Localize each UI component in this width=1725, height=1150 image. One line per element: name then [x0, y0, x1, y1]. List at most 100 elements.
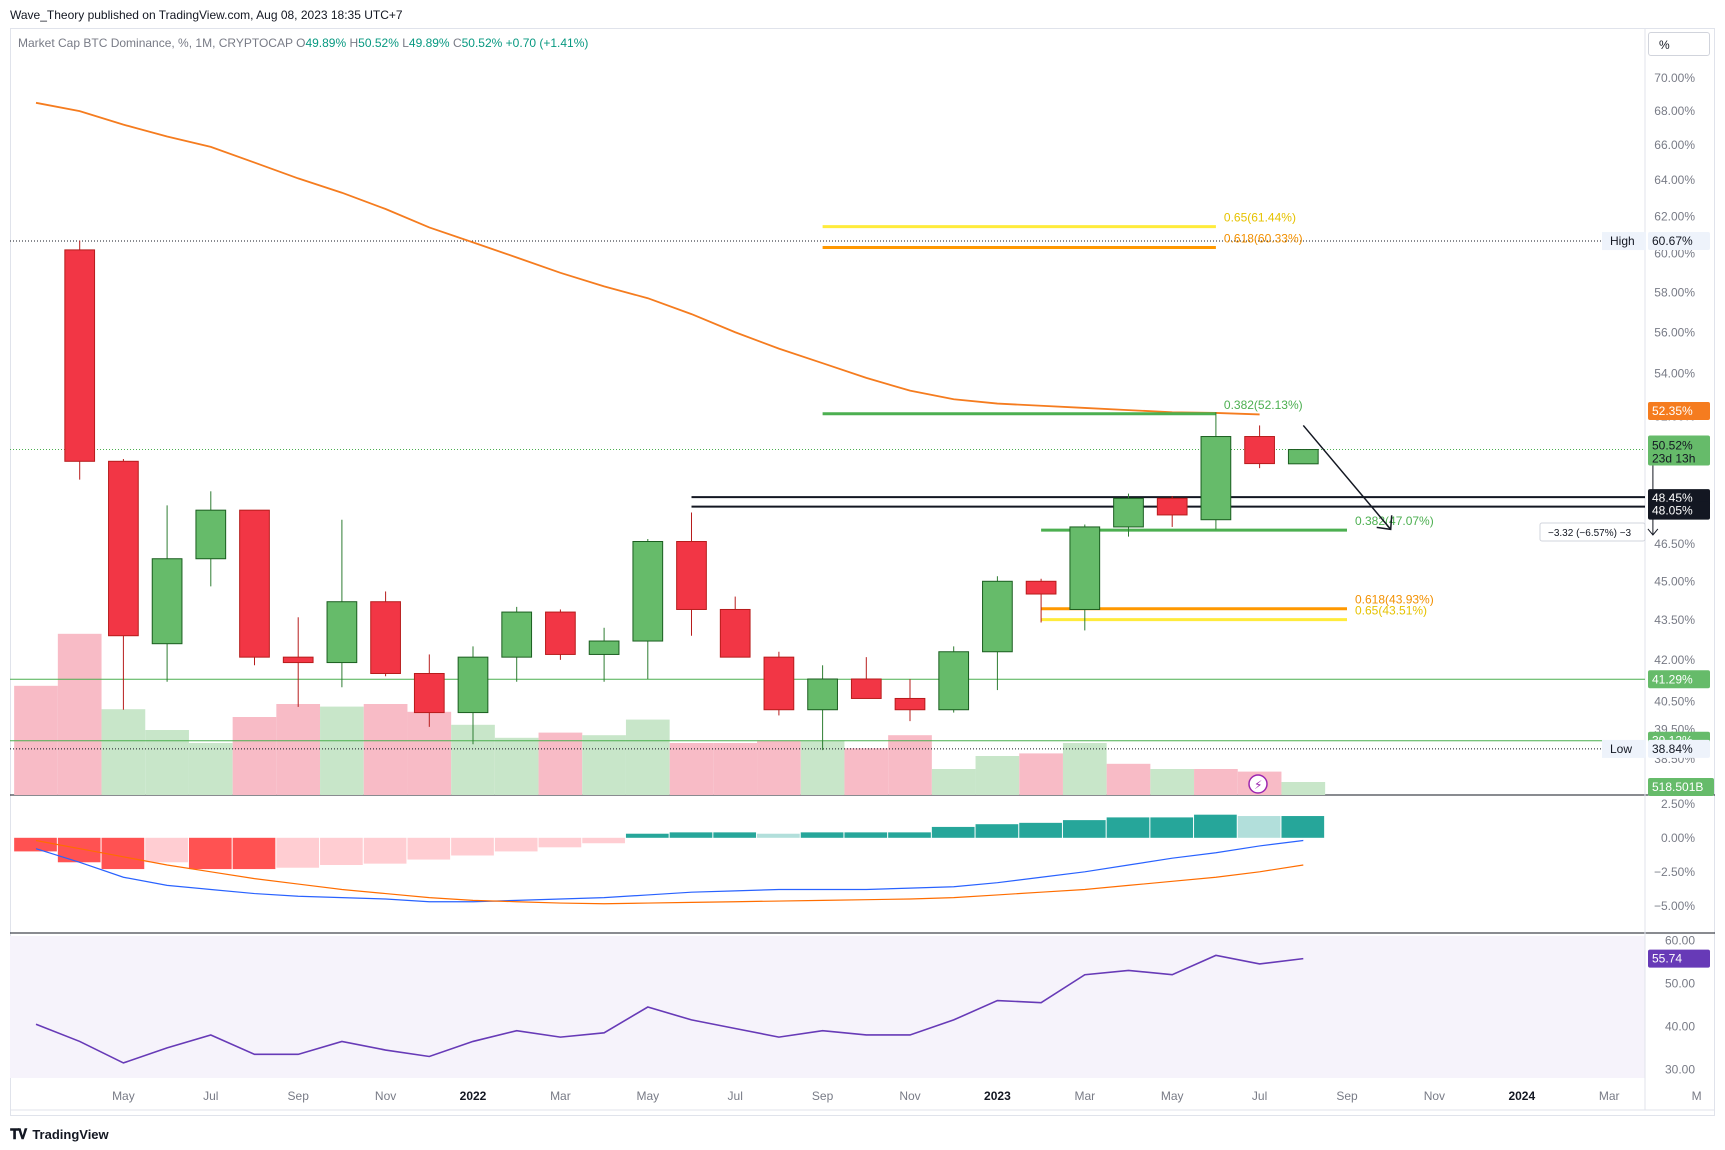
macd-y-tick: 2.50% [1661, 797, 1695, 811]
publisher-line: Wave_Theory published on TradingView.com… [10, 8, 403, 22]
macd-y-tick: 0.00% [1661, 831, 1695, 845]
macd-histogram-bar [975, 824, 1019, 838]
open-value: 49.89% [305, 36, 347, 50]
volume-tag-bg [1648, 778, 1714, 796]
macd-signal-line [35, 839, 1304, 905]
volume-bar [1019, 753, 1063, 795]
candle-body [1156, 497, 1188, 516]
macd-histogram-bar [407, 837, 451, 860]
fib-level-label: 0.65(61.44%) [1224, 211, 1296, 225]
last-price-tag-bg [1648, 435, 1710, 466]
close-value: 50.52% [461, 36, 503, 50]
macd-histogram-bar [844, 832, 888, 838]
macd-histogram-bar [57, 837, 101, 863]
extreme-price-tag: 60.67% [1652, 234, 1693, 248]
volume-bar [101, 709, 146, 795]
volume-bar [1281, 782, 1326, 795]
macd-histogram-bar [451, 837, 494, 856]
rsi-y-tick: 50.00 [1665, 976, 1695, 990]
rsi-value-tag: 55.74 [1652, 952, 1682, 966]
rsi-panel-bg [10, 936, 1645, 1078]
support-bottom-tag-bg [1648, 501, 1710, 520]
candle-body [108, 460, 139, 637]
level-price-tag: 41.29% [1652, 672, 1693, 686]
x-tick-label: May [112, 1089, 135, 1103]
y-tick-label: 46.50% [1654, 537, 1695, 551]
volume-bar [188, 743, 233, 795]
x-tick-label: 2022 [460, 1089, 487, 1103]
ma-price-tag: 52.35% [1652, 404, 1693, 418]
fib-level-label: 0.382(47.07%) [1355, 514, 1434, 528]
y-tick-label: 45.00% [1654, 574, 1695, 588]
macd-histogram-bar [101, 837, 145, 870]
y-tick-label: 70.00% [1654, 71, 1695, 85]
candle-body [545, 611, 576, 655]
x-tick-label: Jul [203, 1089, 218, 1103]
extreme-price-tag-bg [1648, 232, 1710, 251]
extreme-tag-bg [1602, 739, 1646, 758]
macd-histogram-bar [582, 837, 625, 844]
candle-body [894, 697, 926, 711]
candle-body [807, 678, 838, 711]
x-tick-label: Sep [812, 1089, 834, 1103]
low-label: L [402, 36, 409, 50]
candle-body [719, 608, 751, 658]
macd-histogram-bar [145, 837, 188, 863]
macd-histogram-bar [713, 832, 757, 838]
macd-histogram-bar [232, 837, 276, 870]
macd-histogram-bar [320, 837, 363, 865]
x-tick-label: M [1692, 1089, 1702, 1103]
candle-body [763, 656, 795, 711]
macd-histogram-bar [1106, 817, 1150, 838]
candle-body [64, 249, 96, 462]
symbol-title: Market Cap BTC Dominance, %, 1M, CRYPTOC… [18, 36, 293, 50]
y-tick-label: 43.50% [1654, 613, 1695, 627]
measure-label: −3.32 (−6.57%) −3 [1548, 528, 1632, 539]
macd-histogram-bar [888, 832, 931, 838]
fib-level-label: 0.382(52.13%) [1224, 398, 1303, 412]
y-tick-label: 42.00% [1654, 653, 1695, 667]
measure-arrowhead [1647, 528, 1659, 536]
x-tick-label: Nov [1424, 1089, 1445, 1103]
y-tick-label: 58.00% [1654, 285, 1695, 299]
candle-body [457, 656, 489, 714]
y-tick-label: 40.50% [1654, 694, 1695, 708]
candle-body [1244, 436, 1275, 465]
symbol-legend: Market Cap BTC Dominance, %, 1M, CRYPTOC… [18, 36, 588, 50]
open-label: O [296, 36, 306, 50]
macd-line [35, 839, 1304, 903]
volume-bar [1106, 763, 1151, 795]
x-tick-label: Sep [288, 1089, 310, 1103]
macd-y-tick: −2.50% [1654, 865, 1695, 879]
high-label: H [349, 36, 359, 50]
volume-bar [975, 756, 1020, 795]
candle-body [982, 580, 1013, 653]
volume-bar [625, 719, 670, 795]
last-price-tag: 50.52% [1652, 439, 1693, 453]
tradingview-logo-icon: 𝐓𝐕 [10, 1126, 27, 1142]
volume-bar [888, 735, 932, 795]
macd-histogram-bar [363, 837, 407, 864]
x-tick-label: May [636, 1089, 659, 1103]
volume-bar [57, 633, 102, 795]
candle-body [632, 541, 664, 642]
footer-brand: 𝐓𝐕 TradingView [10, 1126, 109, 1143]
unit-button[interactable]: % [1648, 32, 1710, 56]
candle-body [501, 611, 533, 658]
candle-body [850, 678, 882, 699]
y-tick-label: 66.00% [1654, 138, 1695, 152]
level-price-tag-bg [1648, 670, 1710, 689]
macd-histogram-bar [1019, 822, 1062, 838]
candle-body [282, 656, 314, 664]
rsi-y-tick: 60.00 [1665, 933, 1695, 947]
volume-bar [320, 706, 364, 795]
candle-body [326, 601, 358, 664]
macd-histogram-bar [1281, 816, 1325, 838]
measure-box [1539, 522, 1646, 542]
x-tick-label: Mar [550, 1089, 571, 1103]
footer-brand-label: TradingView [32, 1127, 109, 1142]
extreme-tag: High [1610, 234, 1635, 248]
volume-bar [931, 769, 976, 795]
x-tick-label: Mar [1074, 1089, 1095, 1103]
volume-tag: 518.501B [1652, 780, 1703, 794]
